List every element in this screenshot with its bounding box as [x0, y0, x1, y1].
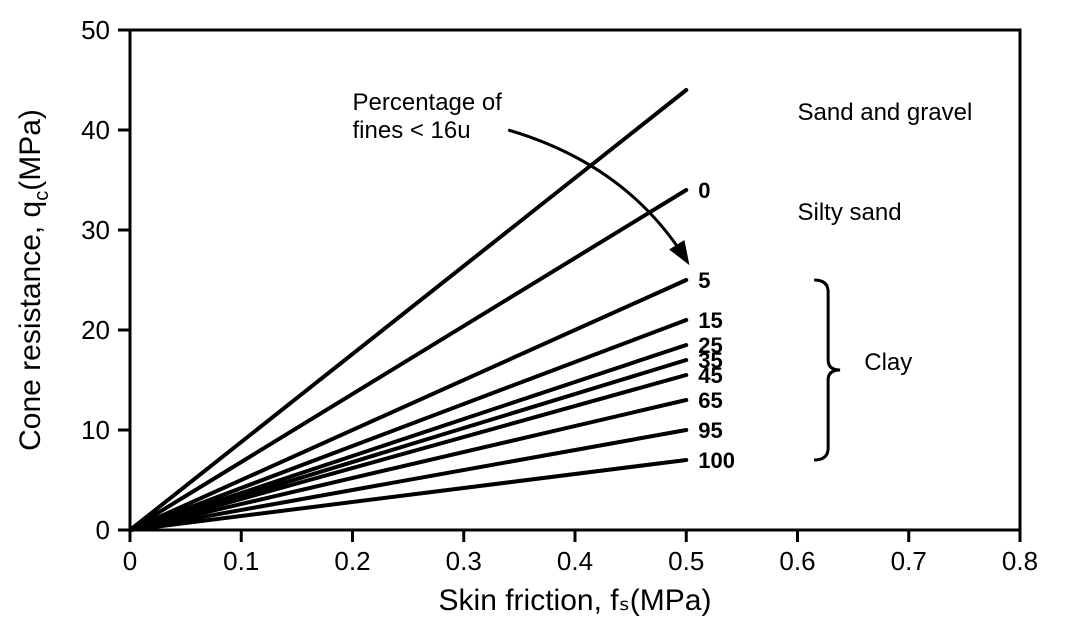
series-label: 95 [698, 418, 722, 443]
x-tick-label: 0.5 [668, 546, 704, 576]
series-label: 100 [698, 448, 735, 473]
series-label: 65 [698, 388, 722, 413]
category-label: Sand and gravel [798, 99, 973, 126]
annotation-arrow [508, 130, 686, 260]
category-label: Silty sand [798, 199, 902, 226]
series-label: 0 [698, 178, 710, 203]
y-tick-label: 30 [81, 215, 110, 245]
x-tick-label: 0.4 [557, 546, 593, 576]
chart-container: { "chart": { "type": "line-fan", "backgr… [0, 0, 1070, 622]
x-tick-label: 0.2 [334, 546, 370, 576]
x-tick-label: 0.1 [223, 546, 259, 576]
category-label: Clay [864, 349, 912, 376]
x-tick-label: 0.3 [446, 546, 482, 576]
x-tick-label: 0.7 [891, 546, 927, 576]
series-line [130, 375, 686, 530]
x-axis-title: Skin friction, fₛ(MPa) [439, 584, 712, 617]
y-tick-label: 0 [96, 515, 110, 545]
series-label: 45 [698, 363, 722, 388]
x-tick-label: 0 [123, 546, 137, 576]
clay-brace [814, 280, 840, 460]
y-tick-label: 40 [81, 115, 110, 145]
x-tick-label: 0.8 [1002, 546, 1038, 576]
y-axis-title: Cone resistance, qc(MPa) [14, 109, 53, 451]
series-label: 5 [698, 268, 710, 293]
y-tick-label: 50 [81, 15, 110, 45]
series-line [130, 280, 686, 530]
y-tick-label: 20 [81, 315, 110, 345]
series-line [130, 460, 686, 530]
annotation-line1: Percentage of [353, 89, 503, 116]
series-line [130, 320, 686, 530]
x-tick-label: 0.6 [779, 546, 815, 576]
series-label: 15 [698, 308, 722, 333]
chart-svg: 00.10.20.30.40.50.60.70.801020304050Skin… [0, 0, 1070, 622]
annotation-line2: fines < 16u [353, 117, 471, 144]
y-tick-label: 10 [81, 415, 110, 445]
series-line [130, 345, 686, 530]
